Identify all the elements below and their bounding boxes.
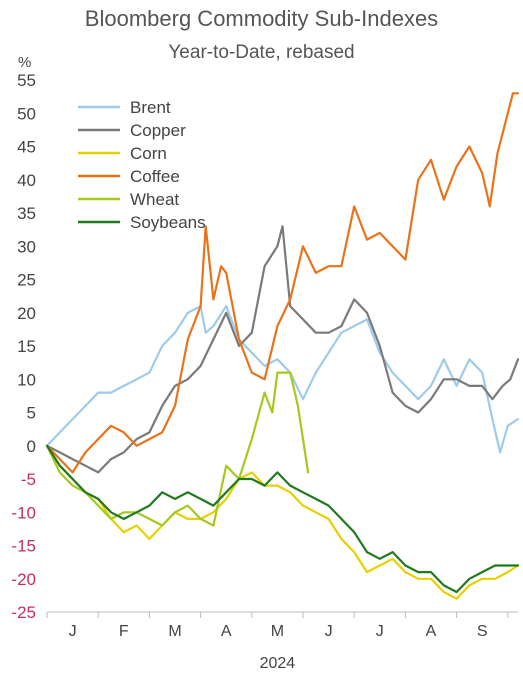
x-tick-label: M <box>271 623 284 640</box>
y-tick-label: 40 <box>17 171 36 190</box>
y-tick-label: 0 <box>27 437 36 456</box>
y-tick-label: 5 <box>27 404 36 423</box>
y-tick-label: -15 <box>11 537 36 556</box>
series-line-copper <box>45 225 520 474</box>
y-tick-label: 10 <box>17 370 36 389</box>
y-tick-label: 25 <box>17 271 36 290</box>
x-tick-label: M <box>168 623 181 640</box>
chart-subtitle: Year-to-Date, rebased <box>168 42 355 63</box>
y-tick-label: 35 <box>17 204 36 223</box>
x-axis-label: 2024 <box>260 655 296 672</box>
x-tick-label: S <box>477 623 488 640</box>
legend-label-copper: Copper <box>130 121 186 140</box>
series-line-wheat <box>45 371 310 527</box>
y-tick-label: -20 <box>11 570 36 589</box>
x-tick-label: J <box>325 623 333 640</box>
legend-label-coffee: Coffee <box>130 167 180 186</box>
x-tick-label: J <box>376 623 384 640</box>
y-tick-label: 15 <box>17 337 36 356</box>
x-tick-label: F <box>119 623 129 640</box>
y-tick-label: -10 <box>11 503 36 522</box>
x-tick-label: J <box>69 623 77 640</box>
series-line-coffee <box>45 92 520 474</box>
series-line-corn <box>45 444 520 600</box>
y-unit-label: % <box>18 54 31 71</box>
y-tick-label: -5 <box>21 470 36 489</box>
x-tick-label: A <box>426 623 437 640</box>
legend-label-soybeans: Soybeans <box>130 213 206 232</box>
y-tick-label: 50 <box>17 104 36 123</box>
legend-label-corn: Corn <box>130 144 167 163</box>
x-tick-label: A <box>221 623 232 640</box>
series-line-brent <box>45 305 520 454</box>
y-tick-label: 30 <box>17 237 36 256</box>
y-tick-label: 20 <box>17 304 36 323</box>
chart-title: Bloomberg Commodity Sub-Indexes <box>84 6 439 31</box>
y-tick-label: -25 <box>11 603 36 622</box>
legend-label-wheat: Wheat <box>130 190 179 209</box>
series-line-soybeans <box>45 444 520 594</box>
y-tick-label: 45 <box>17 138 36 157</box>
legend-label-brent: Brent <box>130 98 171 117</box>
y-tick-label: 55 <box>17 71 36 90</box>
